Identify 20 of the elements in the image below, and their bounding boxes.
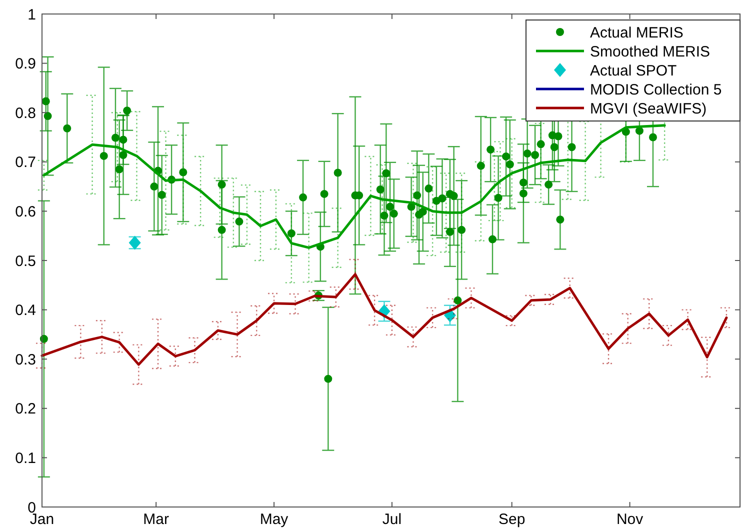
y-tick-label: 0.4: [15, 302, 36, 320]
x-tick-label: May: [260, 511, 289, 528]
y-tick-label: 0.6: [15, 203, 36, 220]
legend-label: Actual MERIS: [590, 24, 684, 42]
x-tick-label: Nov: [616, 511, 644, 528]
y-tick-label: 0.1: [15, 450, 36, 467]
y-tick-label: 0.9: [15, 56, 36, 73]
y-tick-label: 0.5: [15, 252, 36, 270]
y-tick-label: 1: [28, 6, 36, 24]
legend-label: MGVI (SeaWIFS): [590, 100, 707, 118]
x-tick-label: Sep: [498, 511, 526, 528]
y-tick-label: 0.3: [15, 351, 36, 368]
x-tick-label: Mar: [143, 511, 169, 528]
legend-label: Smoothed MERIS: [590, 43, 710, 60]
legend-label: MODIS Collection 5: [590, 81, 722, 98]
y-tick-label: 0.7: [15, 154, 36, 172]
y-tick-label: 0.8: [15, 104, 36, 122]
x-tick-label: Jul: [382, 511, 402, 528]
legend-label: Actual SPOT: [590, 62, 677, 80]
y-tick-label: 0.2: [15, 400, 36, 418]
